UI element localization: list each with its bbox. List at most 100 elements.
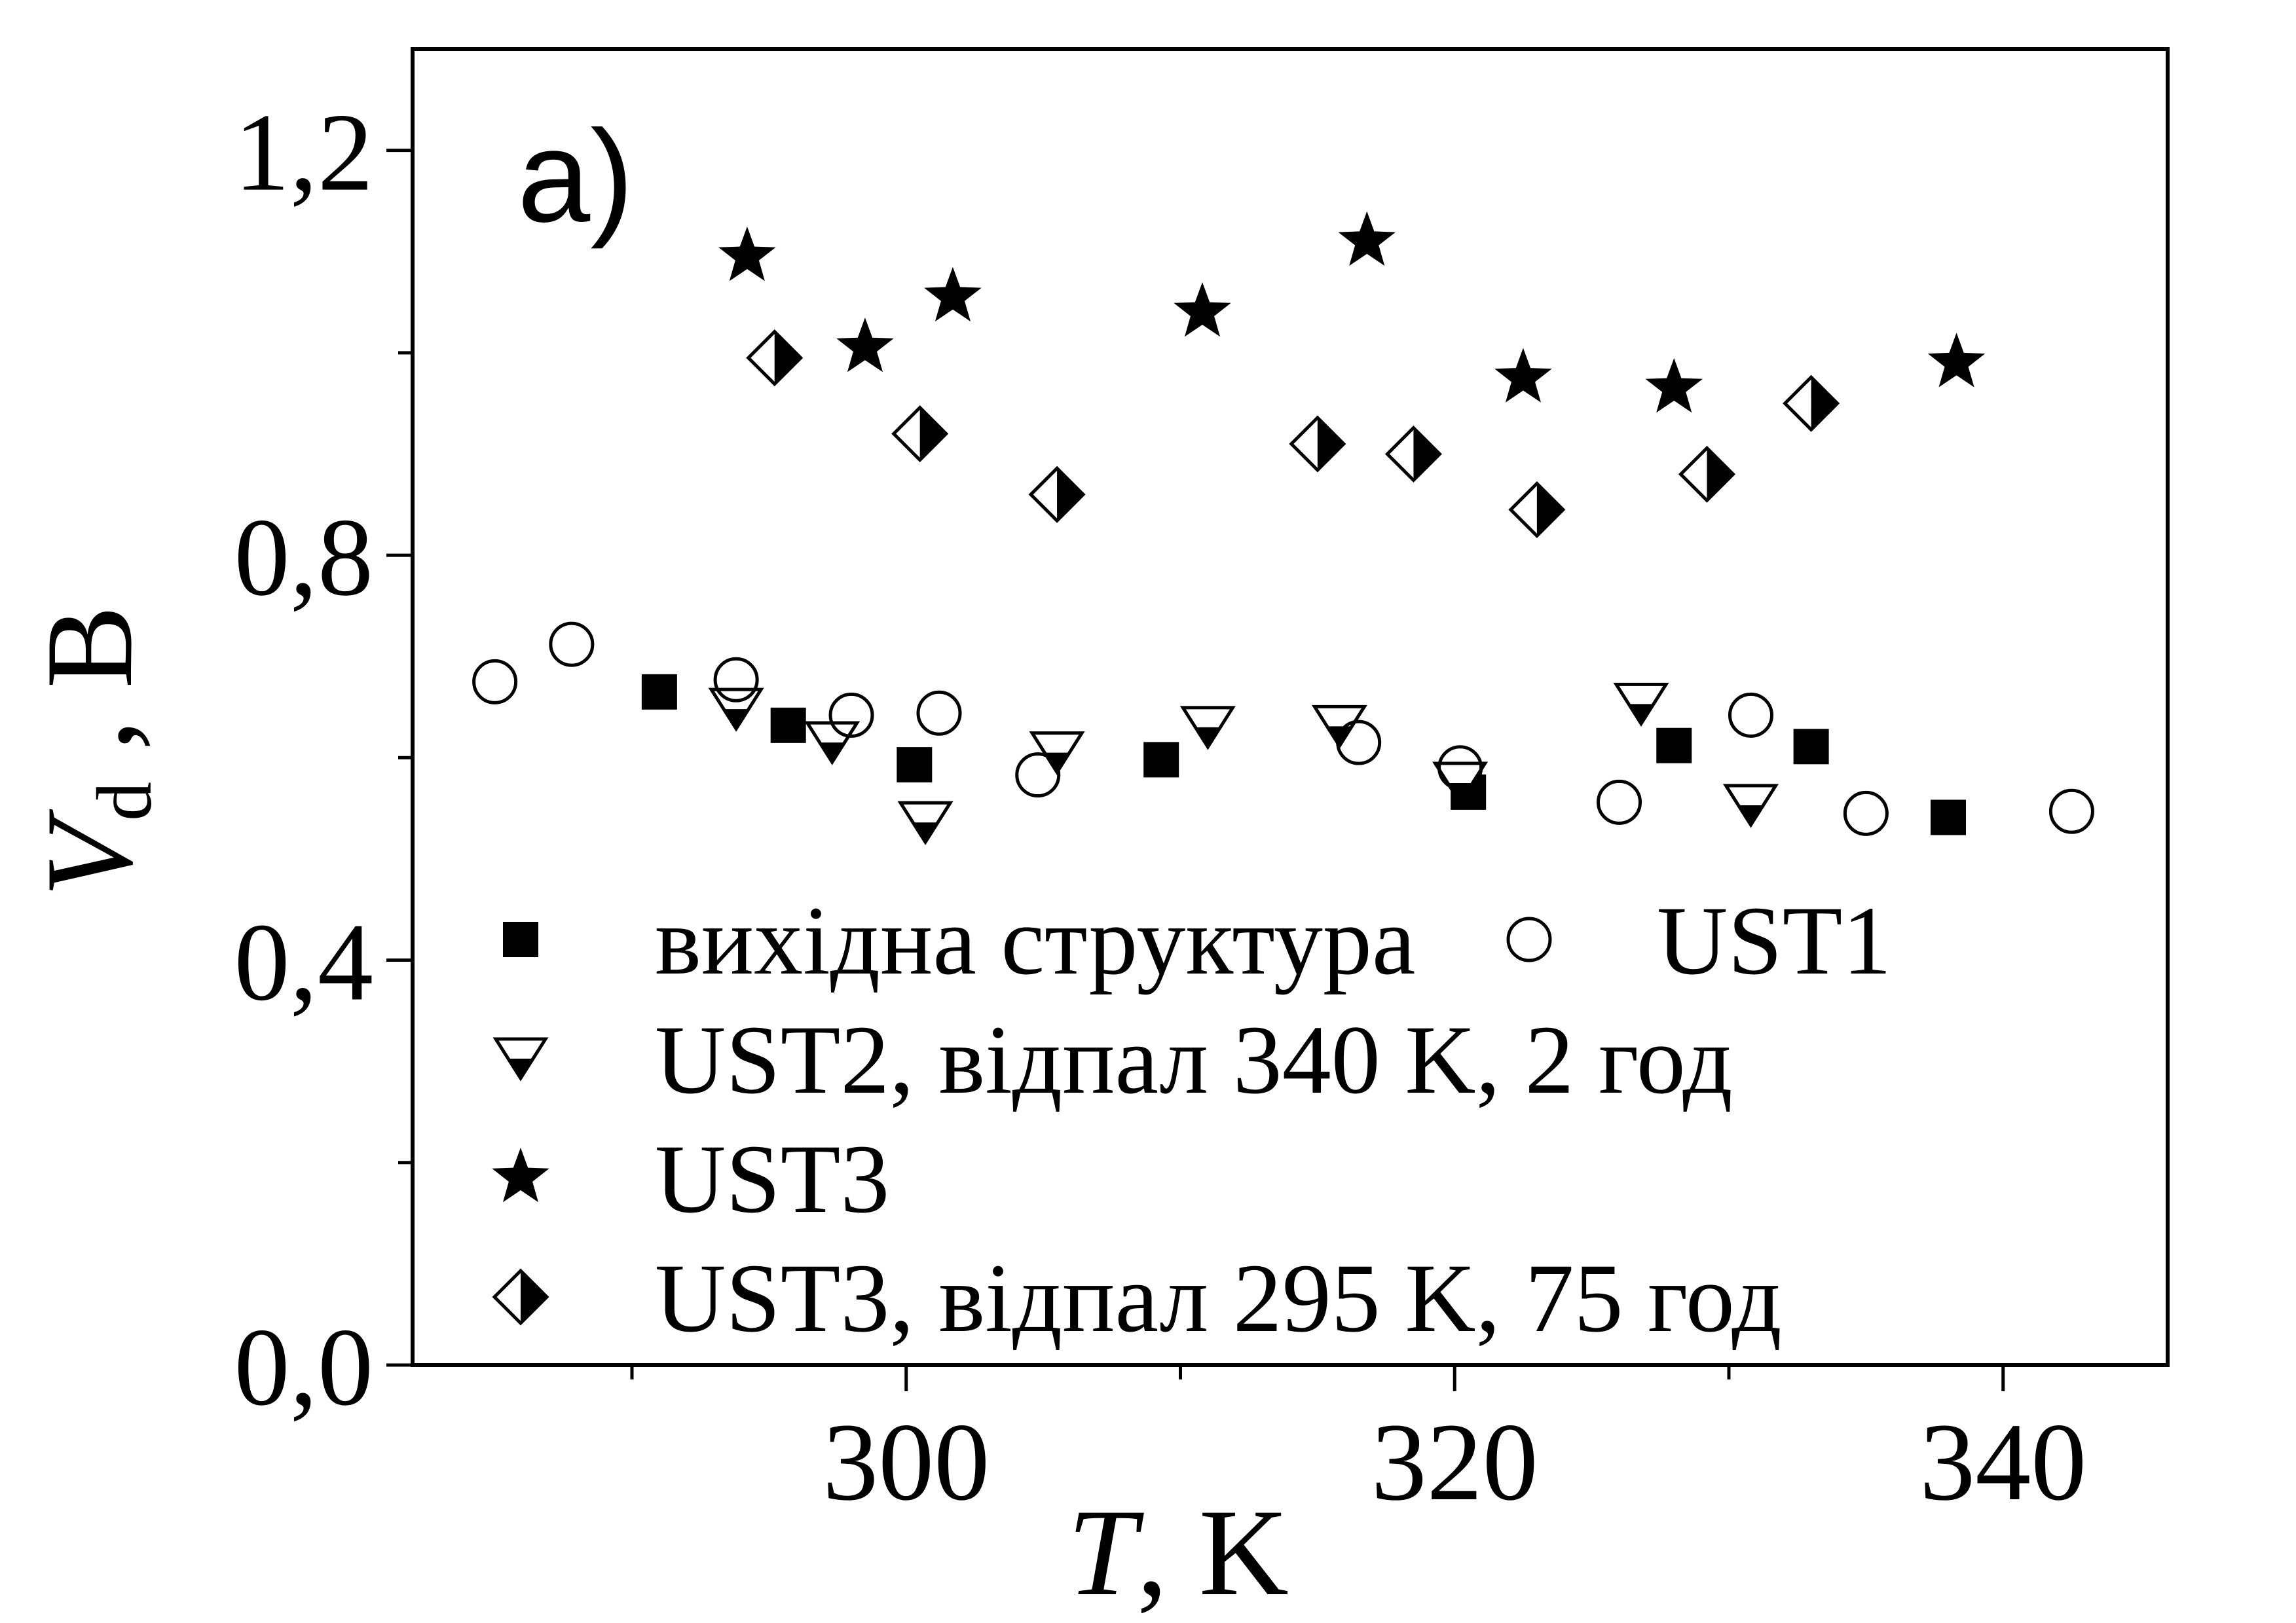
data-point (1645, 358, 1703, 413)
x-axis-variable: T (1067, 1484, 1144, 1622)
square-mark (770, 707, 806, 743)
diamond-outline (1678, 445, 1736, 503)
data-point (891, 405, 949, 463)
triangle-fill (724, 709, 749, 729)
x-tick-label: 340 (1919, 1400, 2086, 1523)
legend-entry: UST2, відпал 340 K, 2 год (492, 1006, 1733, 1114)
data-point (1015, 752, 1061, 798)
data-point (1311, 704, 1367, 750)
data-point (1597, 779, 1642, 825)
triangle-fill (508, 1059, 533, 1078)
triangle-fill (1447, 782, 1473, 803)
plot-area-frame (411, 47, 2170, 1367)
circle-mark (1728, 692, 1773, 738)
panel-label: a) (517, 103, 634, 249)
diamond-fill (1057, 468, 1084, 521)
circle-mark (828, 692, 874, 738)
data-point (713, 657, 759, 702)
diamond-fill (1413, 428, 1440, 481)
square-mark (1143, 742, 1179, 778)
legend-entry: UST3, відпал 295 K, 75 год (492, 1244, 1782, 1353)
star-mark (924, 266, 982, 321)
triangle-outline (1613, 682, 1669, 727)
data-point (1613, 682, 1669, 727)
triangle-outline (897, 801, 954, 845)
diamond-fill (1317, 418, 1344, 470)
data-point (1927, 333, 1986, 388)
x-axis-title: T, K (1067, 1484, 1289, 1622)
data-point (1338, 211, 1396, 266)
data-point (1143, 742, 1179, 778)
diamond-outline (1384, 425, 1442, 483)
data-point (1656, 727, 1692, 763)
data-point (1028, 465, 1086, 523)
legend-label: UST1 (1657, 886, 1891, 995)
diamond-outline (1028, 465, 1086, 523)
star-mark (492, 1148, 549, 1203)
data-point (828, 692, 874, 738)
legend-label: UST2, відпал 340 K, 2 год (655, 1006, 1733, 1114)
y-tick-label: 1,2 (234, 91, 374, 214)
data-point (897, 801, 954, 845)
data-point (1494, 348, 1552, 403)
diamond-outline (746, 329, 804, 387)
star-mark (1338, 211, 1396, 266)
triangle-fill (1327, 726, 1352, 746)
series-5 (746, 329, 1840, 539)
data-point (836, 318, 894, 373)
data-point (1432, 761, 1489, 806)
legend-label: вихідна структура (655, 886, 1415, 995)
y-axis-subscript: d (81, 782, 168, 821)
circle-mark (1843, 790, 1889, 836)
legend-label: UST3 (655, 1125, 889, 1233)
square-mark (503, 922, 538, 957)
y-axis-variable: V (21, 809, 158, 897)
star-mark (1645, 358, 1703, 413)
y-tick-label: 0,4 (234, 901, 374, 1024)
y-axis-unit: , В (21, 606, 158, 782)
diamond-fill (774, 331, 801, 384)
triangle-outline (804, 721, 861, 765)
data-point (472, 659, 518, 704)
x-axis-unit: , K (1137, 1484, 1289, 1622)
y-axis-title: Vd , В (21, 606, 168, 897)
data-point (718, 227, 776, 282)
data-point (916, 690, 962, 736)
legend-label: UST3, відпал 295 K, 75 год (655, 1244, 1782, 1353)
x-tick-label: 320 (1371, 1400, 1538, 1523)
diamond-fill (1536, 483, 1563, 536)
star-mark (1174, 282, 1231, 337)
triangle-fill (1738, 805, 1764, 825)
triangle-outline (492, 1037, 549, 1082)
triangle-outline (1179, 706, 1236, 750)
star-mark (1927, 333, 1986, 388)
square-mark (1931, 799, 1966, 835)
legend-entry: UST1 (1506, 886, 1891, 995)
triangle-fill (1045, 752, 1070, 773)
data-point (708, 687, 764, 732)
data-point (770, 707, 806, 743)
legend: вихідна структура UST1 UST2, відпал 340 K,… (492, 886, 1891, 1353)
diamond-fill (919, 407, 946, 460)
data-point (1289, 415, 1346, 473)
data-point (1728, 692, 1773, 738)
legend-marker (492, 1037, 549, 1082)
square-mark (897, 747, 933, 783)
square-mark (641, 674, 677, 710)
triangle-outline (708, 687, 764, 732)
diamond-fill (521, 1271, 547, 1323)
circle-mark (916, 690, 962, 736)
circle-mark (1015, 752, 1061, 798)
data-point (1179, 706, 1236, 750)
data-point (1029, 731, 1085, 776)
triangle-fill (913, 822, 938, 843)
square-mark (1793, 729, 1829, 765)
diamond-outline (891, 405, 949, 463)
triangle-fill (1195, 727, 1221, 747)
diamond-outline (492, 1268, 549, 1326)
data-point (1843, 790, 1889, 836)
legend-marker (492, 1268, 549, 1326)
series-3 (708, 682, 1779, 845)
legend-entry: UST3 (492, 1125, 889, 1233)
